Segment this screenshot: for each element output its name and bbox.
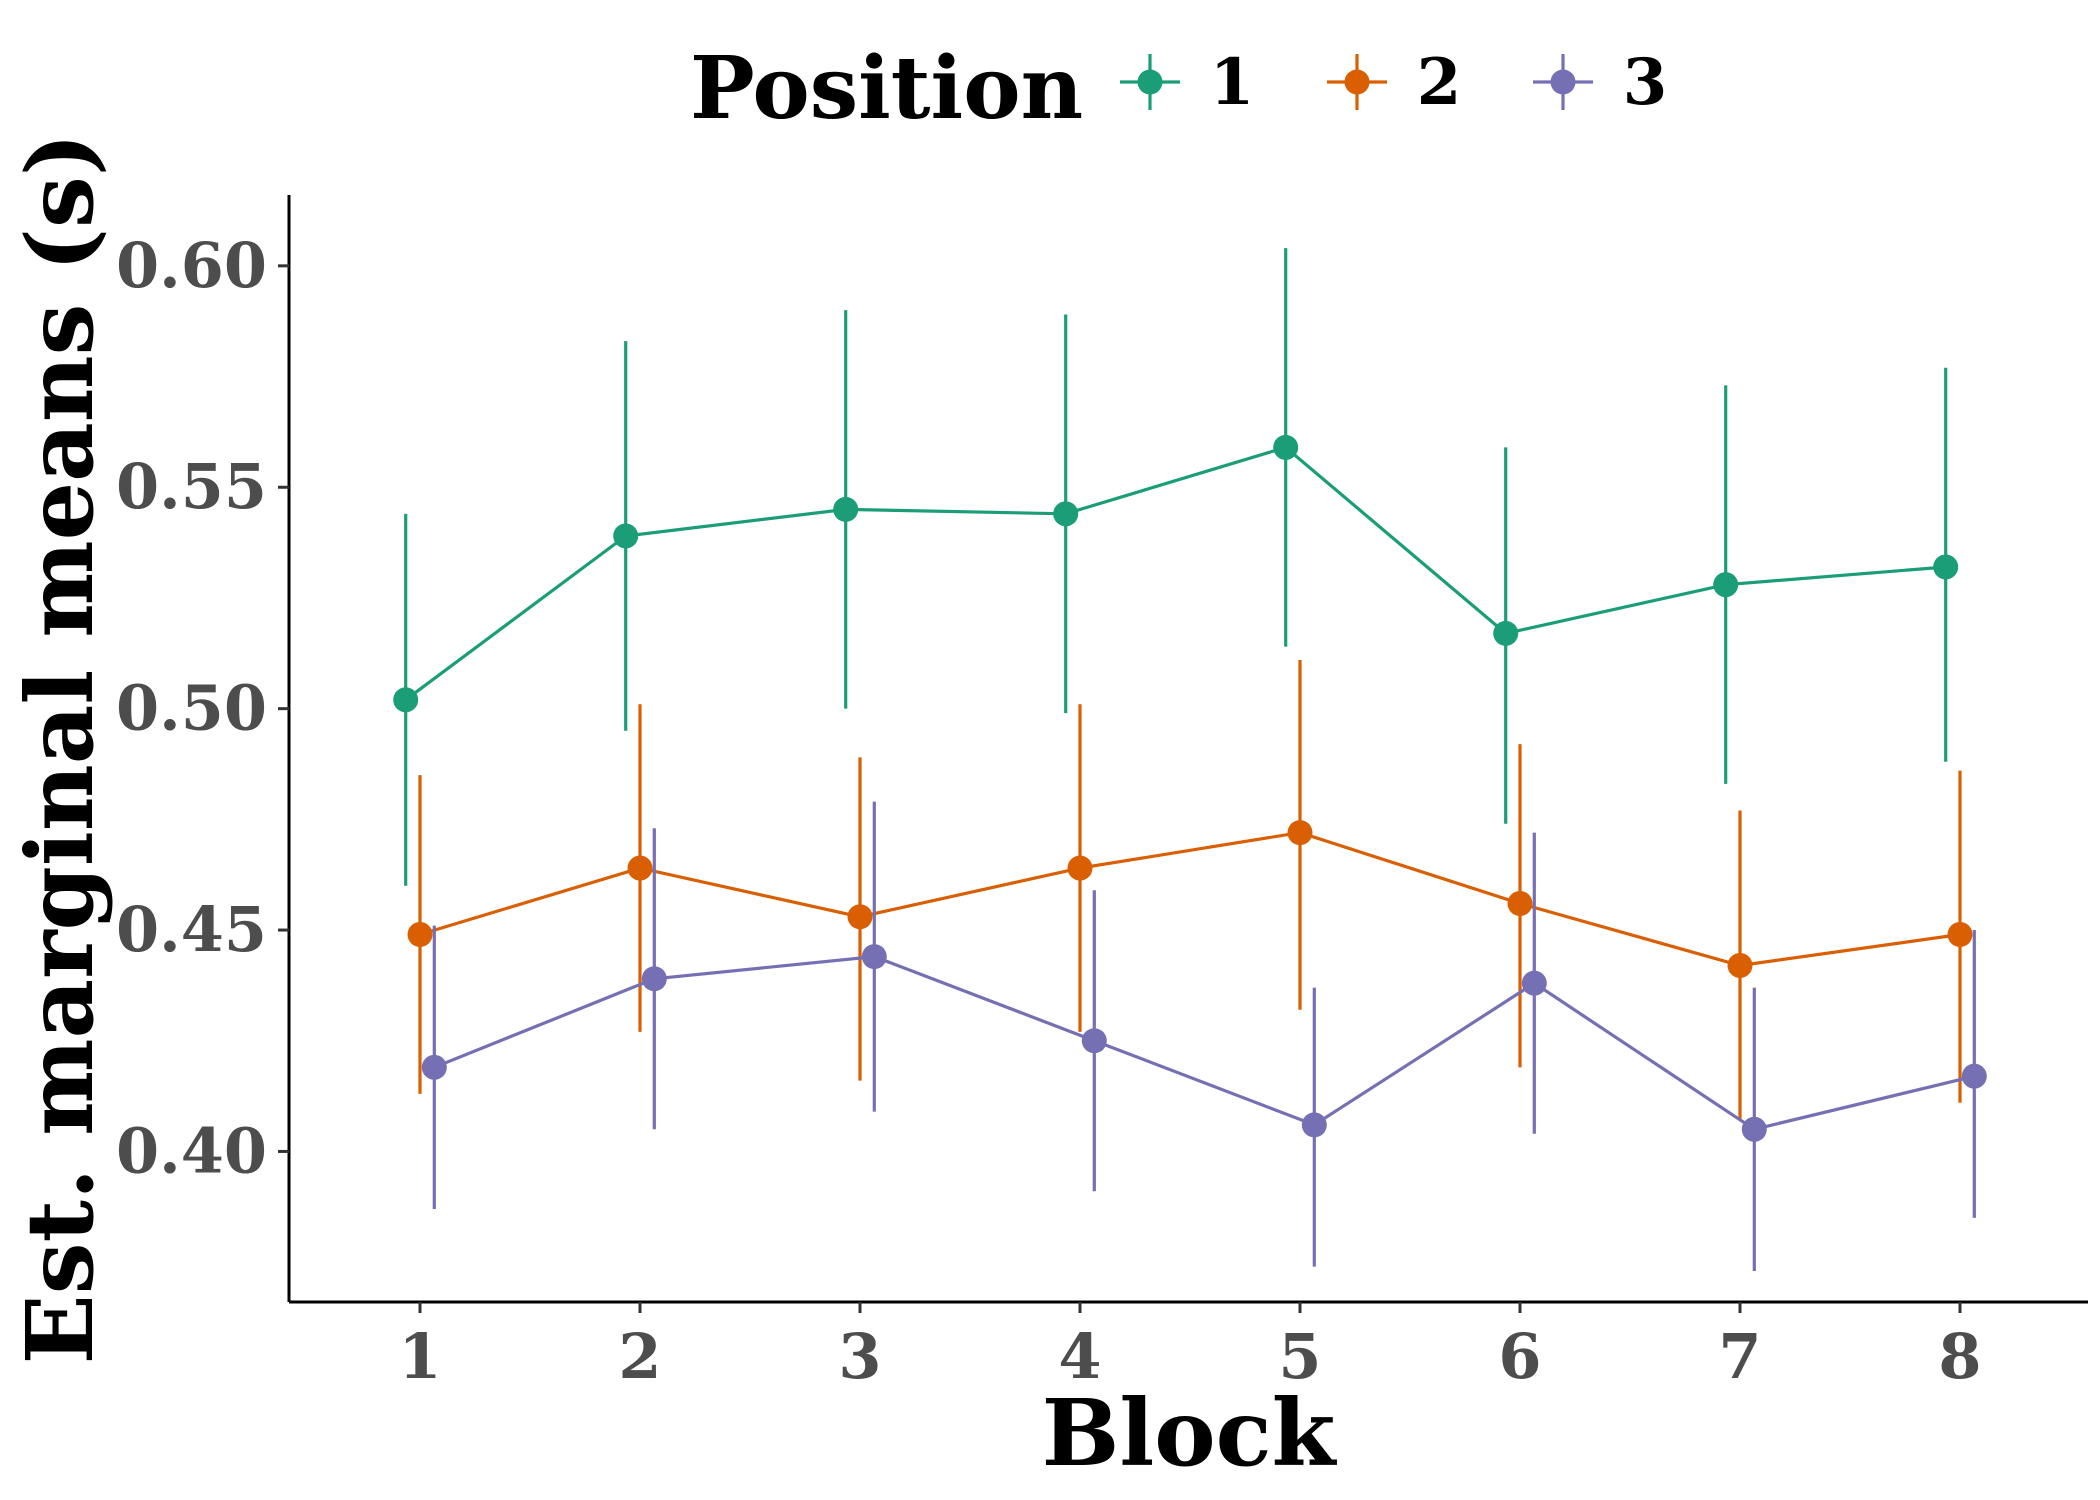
data-point [1067, 855, 1093, 881]
data-point [1741, 1116, 1767, 1142]
data-point [1081, 1028, 1107, 1054]
series-line [404, 445, 1946, 702]
data-point [1493, 620, 1519, 646]
data-point [641, 966, 667, 992]
data-point [407, 921, 433, 947]
legend-label: 1 [1210, 45, 1255, 120]
x-tick-label: 4 [1058, 1320, 1101, 1393]
data-point [421, 1054, 447, 1080]
legend: Position 1 2 3 [690, 38, 1667, 139]
x-tick-label: 1 [398, 1320, 441, 1393]
x-tick-label: 2 [618, 1320, 661, 1393]
data-point [393, 687, 419, 713]
series-line [433, 954, 1975, 1132]
data-point [1713, 572, 1739, 598]
legend-key-point [1550, 69, 1576, 95]
legend-item-2: 2 [1327, 45, 1461, 120]
x-tick-label: 7 [1718, 1320, 1761, 1393]
data-point [1301, 1112, 1327, 1138]
y-axis-title: Est. marginal means (s) [6, 133, 114, 1365]
data-point [1053, 501, 1079, 527]
data-point [1727, 952, 1753, 978]
axes: 0.40 0.45 0.50 0.55 0.60 1 2 3 4 5 6 7 8 Block Est. ma… [6, 133, 2088, 1487]
legend-key-point [1344, 69, 1370, 95]
x-axis-title: Block [1042, 1379, 1338, 1487]
data-point [1933, 554, 1959, 580]
x-tick-label: 5 [1278, 1320, 1321, 1393]
data-point [861, 944, 887, 970]
data-point [1521, 970, 1547, 996]
x-tick-label: 3 [838, 1320, 881, 1393]
y-tick-label: 0.55 [116, 450, 267, 523]
y-tick-label: 0.45 [116, 893, 267, 966]
data-point [1961, 1063, 1987, 1089]
y-tick-label: 0.50 [116, 672, 267, 745]
plot-marks [393, 248, 1987, 1272]
data-point [1287, 820, 1313, 846]
y-tick-label: 0.40 [116, 1114, 267, 1187]
x-tick-label: 8 [1938, 1320, 1981, 1393]
legend-title: Position [690, 38, 1083, 139]
data-point [1273, 434, 1299, 460]
series-2 [407, 659, 1973, 1121]
data-point [847, 904, 873, 930]
legend-item-3: 3 [1533, 45, 1667, 120]
x-tick-label: 6 [1498, 1320, 1541, 1393]
legend-key-point [1137, 69, 1163, 95]
legend-item-1: 1 [1120, 45, 1254, 120]
data-point [613, 523, 639, 549]
series-1 [393, 248, 1959, 886]
legend-label: 2 [1417, 45, 1462, 120]
series-3 [421, 801, 1987, 1272]
legend-label: 3 [1623, 45, 1668, 120]
data-point [1947, 921, 1973, 947]
data-point [627, 855, 653, 881]
data-point [1507, 890, 1533, 916]
y-tick-label: 0.60 [116, 229, 267, 302]
data-point [833, 496, 859, 522]
series-line [419, 830, 1961, 968]
